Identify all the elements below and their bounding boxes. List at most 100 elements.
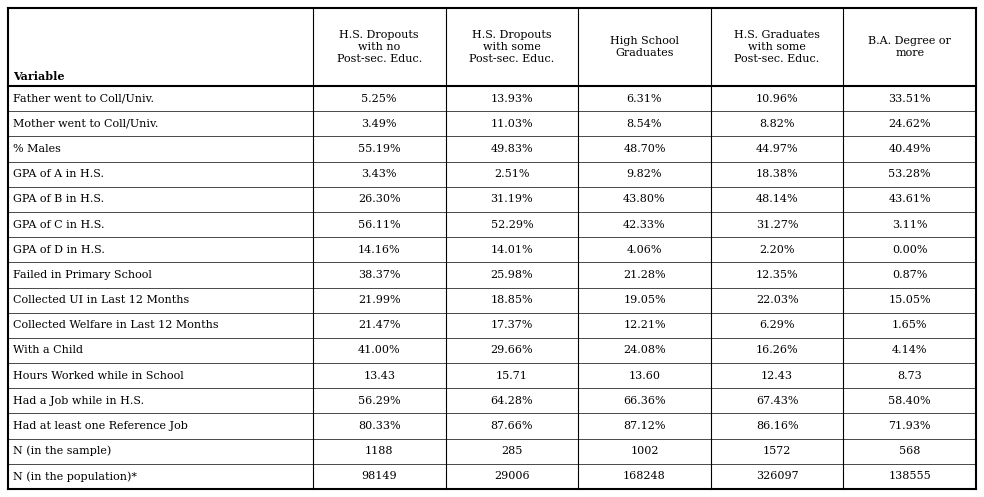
Text: 58.40%: 58.40%: [889, 396, 931, 406]
Text: 24.62%: 24.62%: [889, 119, 931, 129]
Text: 41.00%: 41.00%: [358, 345, 400, 355]
Text: 86.16%: 86.16%: [756, 421, 798, 431]
Text: 12.35%: 12.35%: [756, 270, 798, 280]
Text: 0.00%: 0.00%: [892, 245, 928, 255]
Text: 9.82%: 9.82%: [627, 169, 662, 179]
Text: 87.66%: 87.66%: [491, 421, 533, 431]
Text: 33.51%: 33.51%: [889, 93, 931, 103]
Text: 43.80%: 43.80%: [623, 194, 666, 204]
Text: 8.82%: 8.82%: [760, 119, 795, 129]
Text: 4.14%: 4.14%: [892, 345, 928, 355]
Text: 98149: 98149: [361, 472, 397, 482]
Text: 26.30%: 26.30%: [358, 194, 400, 204]
Text: 17.37%: 17.37%: [491, 320, 533, 331]
Text: 29006: 29006: [494, 472, 529, 482]
Text: 2.20%: 2.20%: [760, 245, 795, 255]
Text: 13.93%: 13.93%: [491, 93, 533, 103]
Text: 24.08%: 24.08%: [623, 345, 666, 355]
Text: 13.43: 13.43: [363, 371, 396, 381]
Text: Had at least one Reference Job: Had at least one Reference Job: [13, 421, 188, 431]
Text: 11.03%: 11.03%: [491, 119, 533, 129]
Text: 48.70%: 48.70%: [623, 144, 666, 154]
Text: 18.85%: 18.85%: [491, 295, 533, 305]
Text: 13.60: 13.60: [629, 371, 660, 381]
Text: 16.26%: 16.26%: [756, 345, 798, 355]
Text: 2.51%: 2.51%: [494, 169, 529, 179]
Text: 21.47%: 21.47%: [358, 320, 400, 331]
Text: 64.28%: 64.28%: [491, 396, 533, 406]
Text: GPA of D in H.S.: GPA of D in H.S.: [13, 245, 105, 255]
Text: Failed in Primary School: Failed in Primary School: [13, 270, 152, 280]
Text: 1572: 1572: [763, 446, 791, 456]
Text: Father went to Coll/Univ.: Father went to Coll/Univ.: [13, 93, 154, 103]
Text: 14.01%: 14.01%: [491, 245, 533, 255]
Text: 14.16%: 14.16%: [358, 245, 400, 255]
Text: 66.36%: 66.36%: [623, 396, 666, 406]
Text: With a Child: With a Child: [13, 345, 83, 355]
Text: 53.28%: 53.28%: [889, 169, 931, 179]
Text: 25.98%: 25.98%: [491, 270, 533, 280]
Text: 1188: 1188: [365, 446, 394, 456]
Text: 43.61%: 43.61%: [889, 194, 931, 204]
Text: GPA of C in H.S.: GPA of C in H.S.: [13, 220, 104, 230]
Text: H.S. Dropouts
with no
Post-sec. Educ.: H.S. Dropouts with no Post-sec. Educ.: [337, 30, 422, 64]
Text: 56.11%: 56.11%: [358, 220, 400, 230]
Text: H.S. Graduates
with some
Post-sec. Educ.: H.S. Graduates with some Post-sec. Educ.: [734, 30, 820, 64]
Text: 18.38%: 18.38%: [756, 169, 798, 179]
Text: 3.43%: 3.43%: [361, 169, 397, 179]
Text: 6.31%: 6.31%: [627, 93, 662, 103]
Text: 31.27%: 31.27%: [756, 220, 798, 230]
Text: 52.29%: 52.29%: [491, 220, 533, 230]
Text: 71.93%: 71.93%: [889, 421, 931, 431]
Text: B.A. Degree or
more: B.A. Degree or more: [868, 36, 952, 58]
Text: % Males: % Males: [13, 144, 61, 154]
Text: 12.21%: 12.21%: [623, 320, 666, 331]
Text: 8.73: 8.73: [897, 371, 922, 381]
Text: 44.97%: 44.97%: [756, 144, 798, 154]
Text: N (in the sample): N (in the sample): [13, 446, 111, 457]
Text: 568: 568: [899, 446, 920, 456]
Text: 38.37%: 38.37%: [358, 270, 400, 280]
Text: 138555: 138555: [889, 472, 931, 482]
Text: 31.19%: 31.19%: [491, 194, 533, 204]
Text: 55.19%: 55.19%: [358, 144, 400, 154]
Text: 21.99%: 21.99%: [358, 295, 400, 305]
Text: Variable: Variable: [13, 71, 65, 82]
Text: GPA of A in H.S.: GPA of A in H.S.: [13, 169, 104, 179]
Text: 48.14%: 48.14%: [756, 194, 798, 204]
Text: Mother went to Coll/Univ.: Mother went to Coll/Univ.: [13, 119, 158, 129]
Text: High School
Graduates: High School Graduates: [610, 36, 679, 58]
Text: 40.49%: 40.49%: [889, 144, 931, 154]
Text: 0.87%: 0.87%: [892, 270, 927, 280]
Text: 67.43%: 67.43%: [756, 396, 798, 406]
Text: GPA of B in H.S.: GPA of B in H.S.: [13, 194, 104, 204]
Text: 1002: 1002: [630, 446, 658, 456]
Text: 42.33%: 42.33%: [623, 220, 666, 230]
Text: Collected UI in Last 12 Months: Collected UI in Last 12 Months: [13, 295, 189, 305]
Text: N (in the population)*: N (in the population)*: [13, 471, 137, 482]
Text: 19.05%: 19.05%: [623, 295, 666, 305]
Text: 5.25%: 5.25%: [361, 93, 397, 103]
Text: 1.65%: 1.65%: [892, 320, 928, 331]
Text: 3.49%: 3.49%: [361, 119, 397, 129]
Text: 21.28%: 21.28%: [623, 270, 666, 280]
Text: 4.06%: 4.06%: [627, 245, 662, 255]
Text: 6.29%: 6.29%: [760, 320, 795, 331]
Text: H.S. Dropouts
with some
Post-sec. Educ.: H.S. Dropouts with some Post-sec. Educ.: [469, 30, 554, 64]
Text: 87.12%: 87.12%: [623, 421, 666, 431]
Text: 15.71: 15.71: [496, 371, 527, 381]
Text: 29.66%: 29.66%: [491, 345, 533, 355]
Text: 10.96%: 10.96%: [756, 93, 798, 103]
Text: 8.54%: 8.54%: [627, 119, 662, 129]
Text: 168248: 168248: [623, 472, 666, 482]
Text: 285: 285: [501, 446, 523, 456]
Text: 49.83%: 49.83%: [491, 144, 533, 154]
Text: Had a Job while in H.S.: Had a Job while in H.S.: [13, 396, 144, 406]
Text: 56.29%: 56.29%: [358, 396, 400, 406]
Text: 3.11%: 3.11%: [892, 220, 928, 230]
Text: 80.33%: 80.33%: [358, 421, 400, 431]
Text: Collected Welfare in Last 12 Months: Collected Welfare in Last 12 Months: [13, 320, 218, 331]
Text: 15.05%: 15.05%: [889, 295, 931, 305]
Text: 22.03%: 22.03%: [756, 295, 798, 305]
Text: Hours Worked while in School: Hours Worked while in School: [13, 371, 184, 381]
